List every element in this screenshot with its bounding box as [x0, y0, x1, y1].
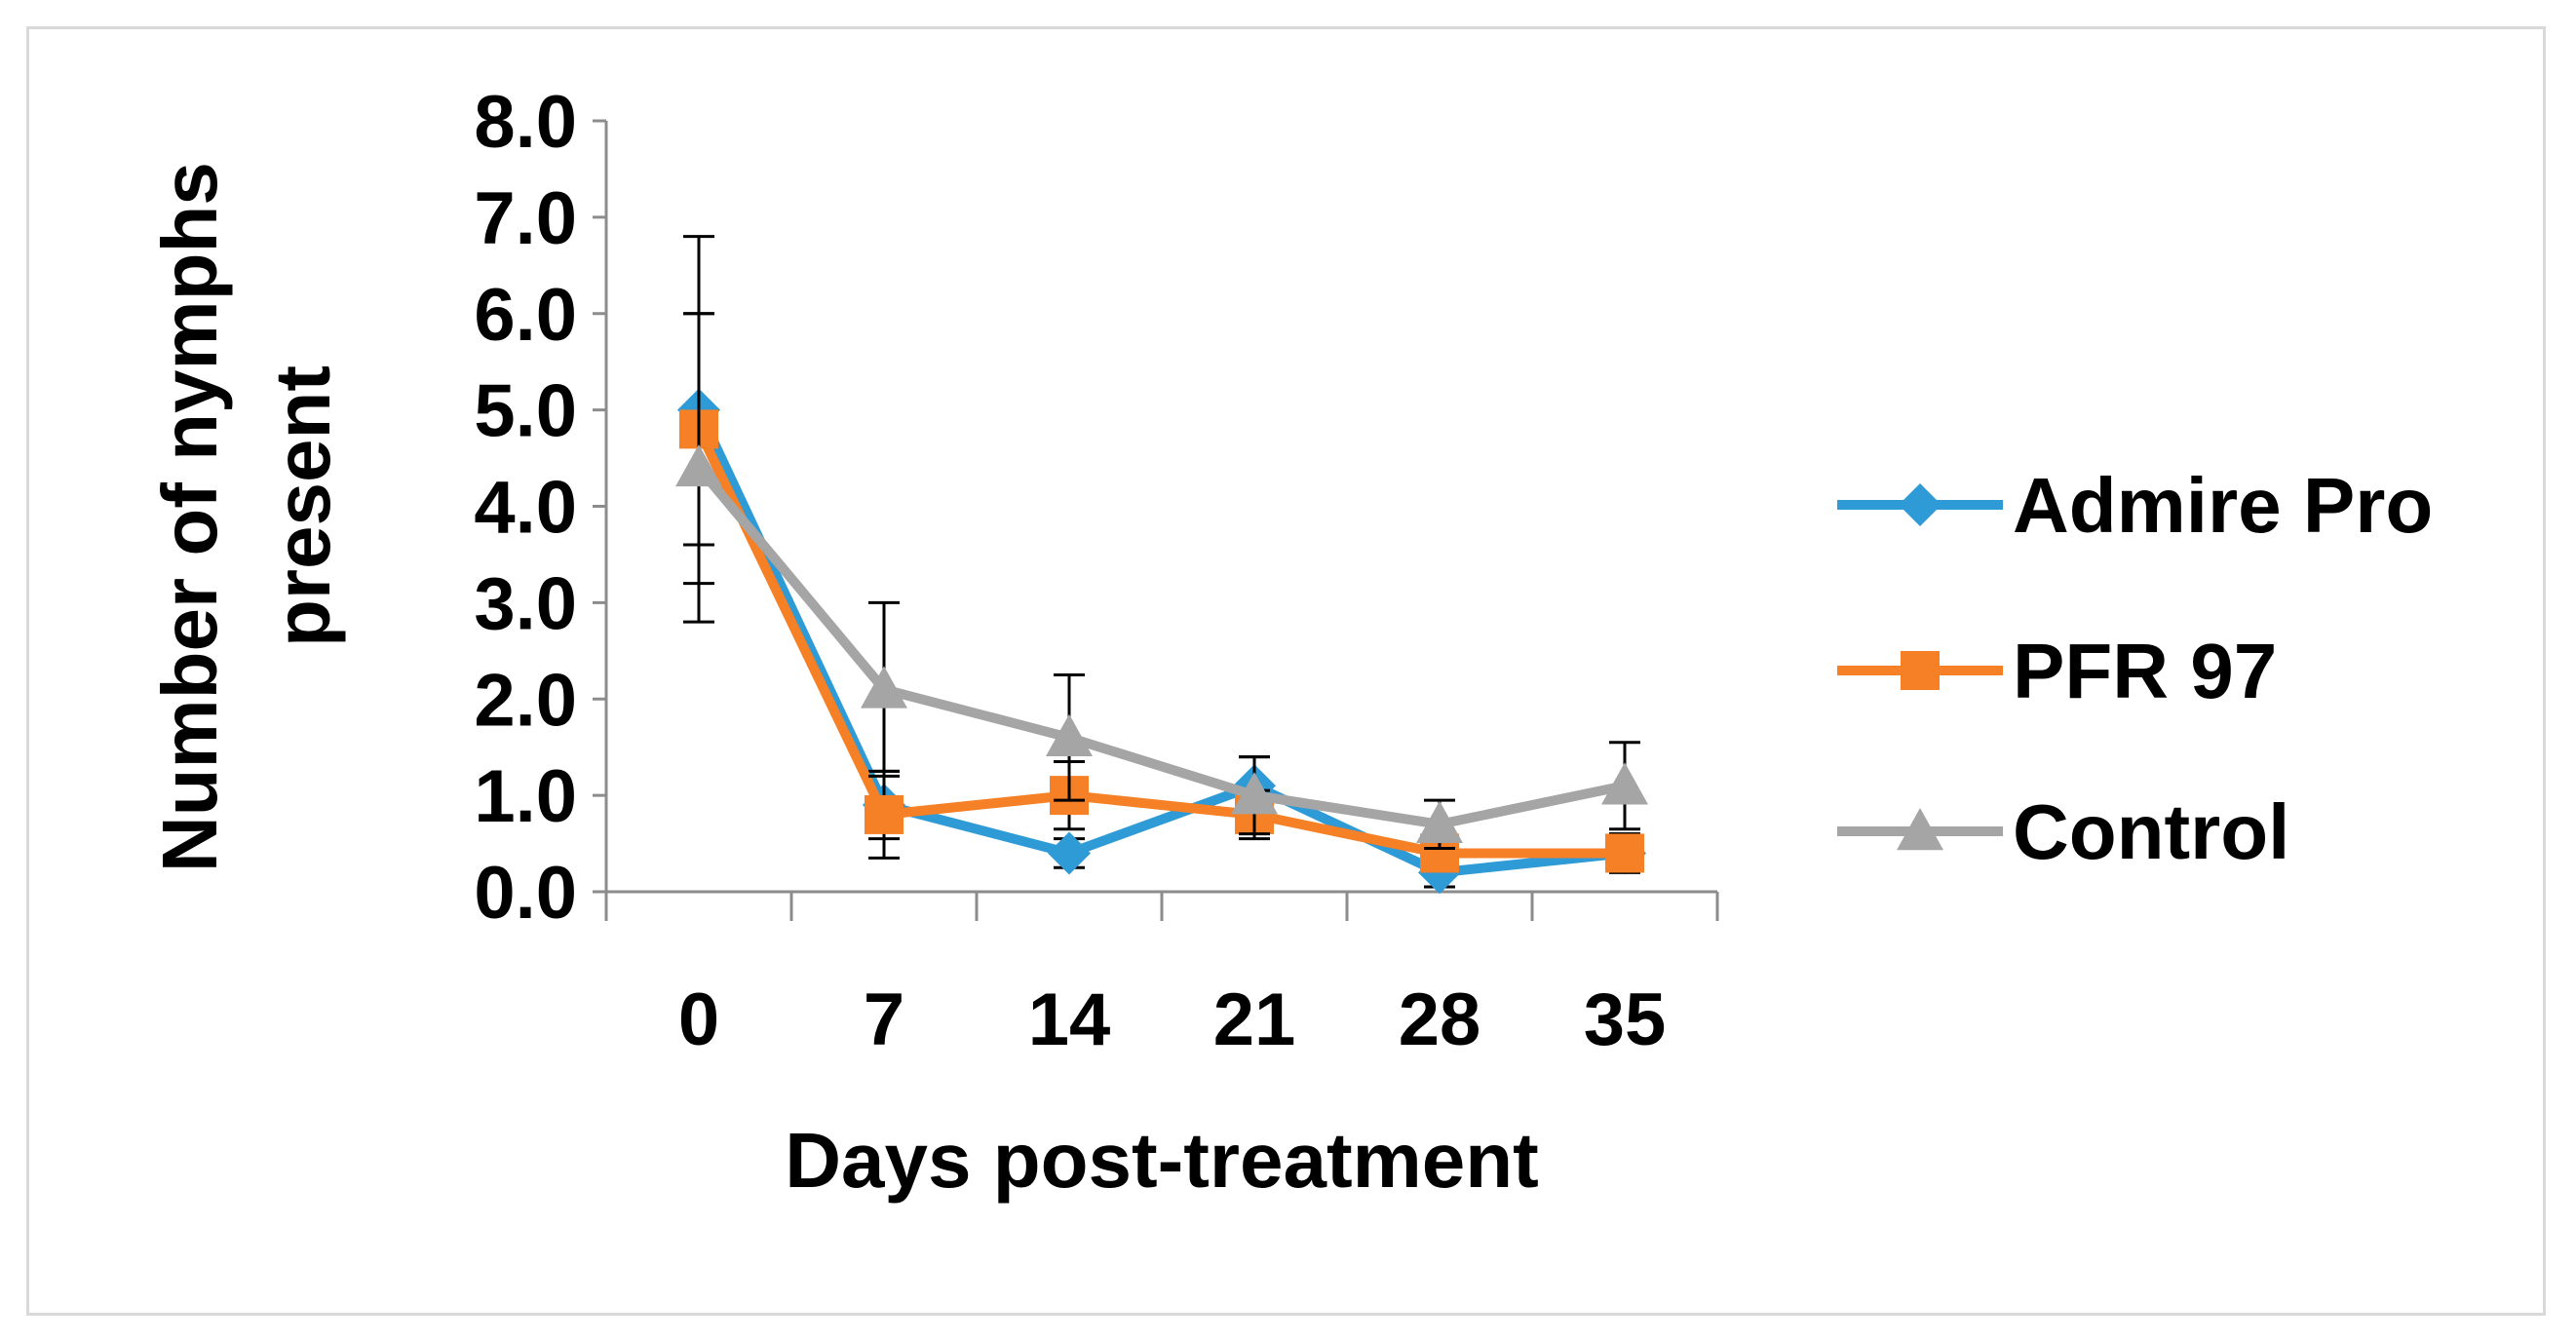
y-axis-title: Number of nymphs present — [146, 140, 346, 872]
y-axis-title-line-1: Number of nymphs — [146, 162, 233, 872]
data-point — [1601, 762, 1648, 805]
data-point — [1048, 831, 1091, 875]
legend: Admire Pro PFR 97 Control — [1837, 462, 2433, 875]
data-point — [861, 666, 907, 709]
y-tick-label: 2.0 — [474, 659, 577, 742]
y-axis-title-line-2: present — [259, 365, 346, 647]
data-point — [1416, 800, 1463, 843]
data-point — [865, 794, 904, 834]
legend-marker — [1897, 808, 1943, 851]
data-point — [1605, 833, 1644, 873]
legend-label: Admire Pro — [2013, 462, 2433, 549]
legend-marker — [1899, 483, 1942, 526]
series-line — [694, 427, 1625, 859]
legend-item: Control — [1837, 788, 2289, 875]
x-axis-title: Days post-treatment — [785, 1117, 1539, 1204]
series-control — [675, 312, 1648, 851]
x-tick-label: 21 — [1213, 978, 1296, 1061]
data-point — [1046, 713, 1093, 756]
y-tick-label: 4.0 — [474, 467, 577, 550]
legend-item: Admire Pro — [1837, 462, 2433, 549]
legend-marker — [1901, 651, 1940, 690]
x-tick-label: 28 — [1399, 978, 1481, 1061]
y-tick-label: 0.0 — [474, 852, 577, 935]
y-tick-label: 1.0 — [474, 755, 577, 838]
x-tick-label: 0 — [678, 978, 719, 1061]
axes — [604, 121, 1717, 894]
x-tick-label: 35 — [1584, 978, 1667, 1061]
y-tick-label: 5.0 — [474, 370, 577, 453]
series — [675, 235, 1648, 895]
x-tick-label: 14 — [1028, 978, 1111, 1061]
data-point — [675, 443, 722, 487]
data-point — [1231, 772, 1278, 815]
legend-label: Control — [2013, 788, 2289, 875]
legend-label: PFR 97 — [2013, 628, 2277, 714]
legend-item: PFR 97 — [1837, 628, 2277, 714]
y-tick-label: 7.0 — [474, 177, 577, 260]
series-line — [695, 464, 1627, 829]
y-tick-label: 3.0 — [474, 562, 577, 645]
y-axis-ticks: 0.0 1.0 2.0 3.0 4.0 5.0 6.0 7.0 8.0 — [474, 81, 606, 935]
y-tick-label: 6.0 — [474, 274, 577, 357]
chart-frame — [26, 26, 2546, 1316]
x-axis-ticks: 0 7 14 21 28 35 — [604, 892, 1719, 1061]
x-tick-label: 7 — [864, 978, 904, 1061]
y-tick-label: 8.0 — [474, 81, 577, 164]
series-admire-pro — [677, 235, 1646, 895]
series-pfr-97 — [679, 312, 1644, 874]
